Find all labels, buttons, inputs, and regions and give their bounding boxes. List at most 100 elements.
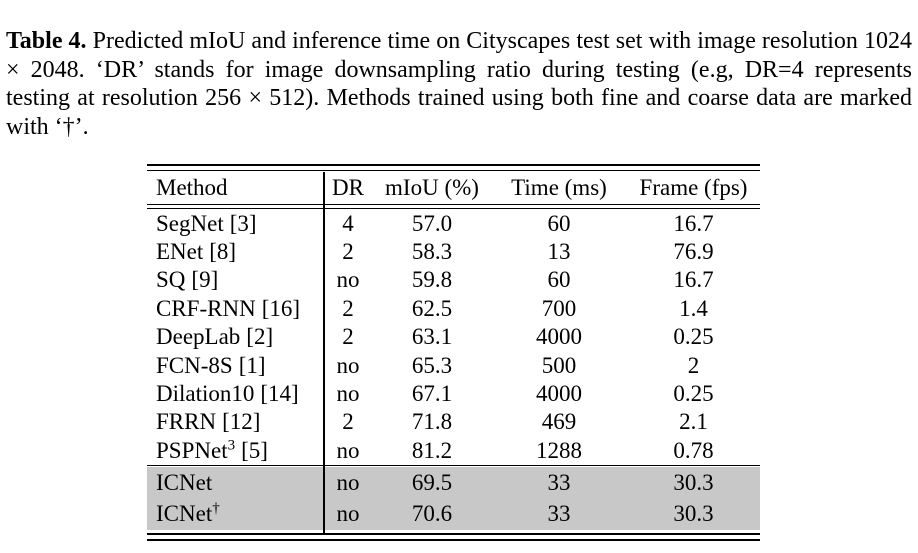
method-ref: [12]: [222, 409, 261, 435]
table-row: FCN-8S [1] no 65.3 500 2: [147, 351, 760, 379]
method-cell: FCN-8S [1]: [147, 353, 323, 379]
fps-cell: 30.3: [673, 501, 714, 527]
time-cell: 500: [541, 352, 577, 378]
time-cell: 60: [547, 267, 571, 293]
method-cell: ENet [8]: [147, 239, 323, 265]
fps-cell: 2: [687, 352, 700, 378]
table-header-row: Method DR mIoU (%) Time (ms) Frame (fps): [147, 171, 760, 204]
dr-cell: no: [336, 352, 360, 378]
fps-cell: 0.25: [673, 324, 714, 350]
table-row: CRF-RNN [16] 2 62.5 700 1.4: [147, 295, 760, 323]
header-method: Method: [156, 174, 228, 200]
table-row: SQ [9] no 59.8 60 16.7: [147, 266, 760, 294]
method-ref: [8]: [209, 238, 237, 264]
header-fps: Frame (fps): [639, 174, 748, 200]
method-name: SegNet: [156, 210, 224, 236]
highlighted-rows-block: ICNet no 69.5 33 30.3 ICNet† no 70.6 33 …: [147, 466, 760, 530]
method-name: ICNet: [156, 469, 213, 495]
time-cell: 60: [547, 210, 571, 236]
dr-cell: no: [336, 469, 360, 495]
time-cell: 700: [541, 295, 577, 321]
header-dr: DR: [332, 174, 364, 200]
fps-cell: 0.25: [673, 380, 714, 406]
miou-cell: 70.6: [411, 501, 453, 527]
method-name: DeepLab: [156, 324, 241, 350]
time-cell: 4000: [536, 324, 582, 350]
method-name: SQ: [156, 267, 186, 293]
dr-cell: no: [336, 501, 360, 527]
table-row: PSPNet3 [5] no 81.2 1288 0.78: [147, 437, 760, 465]
method-ref: [1]: [238, 352, 266, 378]
dr-cell: 2: [342, 324, 354, 350]
table-row-icnet-dagger: ICNet† no 70.6 33 30.3: [147, 498, 760, 530]
table-body: SegNet [3] 4 57.0 60 16.7 ENet [8] 2 58.3 …: [147, 209, 760, 465]
miou-cell: 57.0: [411, 210, 453, 236]
miou-cell: 71.8: [411, 409, 453, 435]
dr-cell: 2: [342, 409, 354, 435]
caption-text: Predicted mIoU and inference time on Cit…: [6, 28, 912, 140]
method-ref: [5]: [241, 437, 268, 463]
dr-cell: no: [336, 380, 360, 406]
header-time: Time (ms): [511, 174, 607, 200]
method-name: PSPNet: [156, 437, 228, 463]
table-row-icnet: ICNet no 69.5 33 30.3: [147, 467, 760, 499]
method-name: FRRN: [156, 409, 217, 435]
method-name: ENet: [156, 238, 204, 264]
caption-label: Table 4.: [6, 28, 87, 54]
dr-cell: 4: [342, 210, 354, 236]
miou-cell: 69.5: [411, 469, 453, 495]
miou-cell: 81.2: [411, 437, 453, 463]
miou-cell: 67.1: [411, 380, 453, 406]
table-rule-highlight-separator: [147, 464, 760, 466]
method-ref: [14]: [260, 380, 299, 406]
table-row: ENet [8] 2 58.3 13 76.9: [147, 238, 760, 266]
method-cell: FRRN [12]: [147, 409, 323, 435]
table-vertical-divider: [323, 172, 325, 533]
method-cell: SegNet [3]: [147, 211, 323, 237]
method-ref: [9]: [191, 267, 219, 293]
miou-cell: 63.1: [411, 324, 453, 350]
results-table: Method DR mIoU (%) Time (ms) Frame (fps)…: [147, 164, 760, 541]
miou-cell: 65.3: [411, 352, 453, 378]
method-superscript: 3: [227, 437, 236, 454]
table-row: Dilation10 [14] no 67.1 4000 0.25: [147, 380, 760, 408]
method-ref: [3]: [229, 210, 257, 236]
method-cell: Dilation10 [14]: [147, 381, 323, 407]
miou-cell: 59.8: [411, 267, 453, 293]
table-row: DeepLab [2] 2 63.1 4000 0.25: [147, 323, 760, 351]
miou-cell: 58.3: [411, 238, 453, 264]
method-ref: [16]: [261, 295, 301, 321]
time-cell: 1288: [536, 437, 582, 463]
table-row: SegNet [3] 4 57.0 60 16.7: [147, 209, 760, 237]
method-cell: CRF-RNN [16]: [147, 296, 323, 322]
fps-cell: 76.9: [673, 238, 714, 264]
method-cell: DeepLab [2]: [147, 324, 323, 350]
method-cell: ICNet†: [147, 501, 323, 527]
method-name: Dilation10: [156, 380, 255, 406]
table-rule-header-separator: [147, 204, 760, 210]
table-rule-bottom: [147, 532, 760, 541]
header-miou: mIoU (%): [385, 174, 479, 200]
fps-cell: 16.7: [673, 267, 714, 293]
method-name: ICNet: [156, 501, 213, 527]
table-row: FRRN [12] 2 71.8 469 2.1: [147, 408, 760, 436]
time-cell: 469: [541, 409, 577, 435]
dr-cell: no: [336, 267, 360, 293]
fps-cell: 0.78: [673, 437, 714, 463]
miou-cell: 62.5: [411, 295, 453, 321]
method-superscript: †: [212, 500, 220, 517]
method-ref: [2]: [246, 324, 274, 350]
fps-cell: 2.1: [679, 409, 708, 435]
method-cell: PSPNet3 [5]: [147, 438, 323, 464]
dr-cell: 2: [342, 295, 354, 321]
time-cell: 33: [547, 469, 571, 495]
time-cell: 4000: [536, 380, 582, 406]
fps-cell: 16.7: [673, 210, 714, 236]
dr-cell: 2: [342, 238, 354, 264]
method-name: FCN-8S: [156, 352, 233, 378]
method-name: CRF-RNN: [156, 295, 256, 321]
method-cell: SQ [9]: [147, 267, 323, 293]
table-caption: Table 4. Predicted mIoU and inference ti…: [6, 27, 912, 141]
time-cell: 33: [547, 501, 571, 527]
fps-cell: 1.4: [679, 295, 708, 321]
